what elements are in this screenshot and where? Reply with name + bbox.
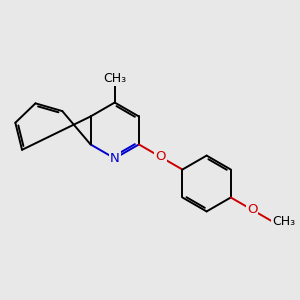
Text: CH₃: CH₃ [103,72,126,85]
Text: N: N [110,152,120,165]
Text: O: O [155,151,166,164]
Text: O: O [247,203,257,216]
Text: CH₃: CH₃ [272,215,295,228]
